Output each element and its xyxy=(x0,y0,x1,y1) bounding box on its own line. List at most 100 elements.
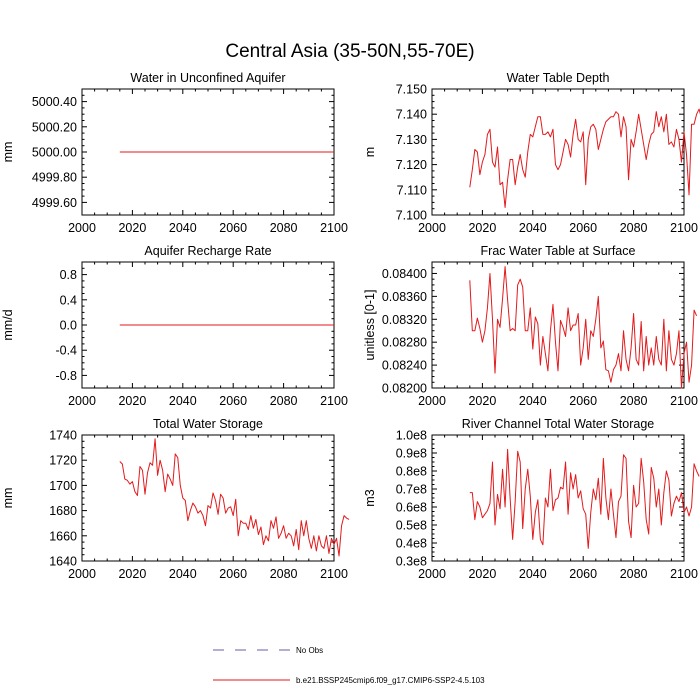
x-tick-label: 2080 xyxy=(270,394,298,408)
series-line xyxy=(469,266,698,389)
x-tick-label: 2080 xyxy=(270,221,298,235)
x-tick-label: 2000 xyxy=(68,567,96,581)
y-tick-label: 5000.00 xyxy=(32,146,77,160)
panel-title: River Channel Total Water Storage xyxy=(462,417,655,431)
x-tick-label: 2020 xyxy=(468,221,496,235)
x-tick-label: 2040 xyxy=(519,221,547,235)
y-tick-label: -0.8 xyxy=(55,369,77,383)
panel-3: Aquifer Recharge Rate mm/d 2000 2020 2040 206… xyxy=(1,244,348,408)
y-tick-label: 0.08240 xyxy=(382,359,427,373)
y-tick-label: 0.7e8 xyxy=(396,483,427,497)
y-tick-label: 1.0e8 xyxy=(396,429,427,443)
y-tick-label: 5000.40 xyxy=(32,95,77,109)
y-tick-label: 7.140 xyxy=(396,108,427,122)
y-tick-label: 1680 xyxy=(49,504,77,518)
panel-2: Water Table Depth m 2000 2020 2040 2060 2080 21… xyxy=(363,71,700,235)
y-tick-label: 7.110 xyxy=(397,183,427,197)
x-tick-label: 2100 xyxy=(670,394,698,408)
y-tick-label: 4999.60 xyxy=(32,196,77,210)
x-tick-label: 2060 xyxy=(219,567,247,581)
y-tick-label: 5000.20 xyxy=(32,120,77,134)
x-tick-label: 2080 xyxy=(620,394,648,408)
y-tick-label: 0.9e8 xyxy=(396,447,427,461)
x-tick-label: 2000 xyxy=(418,221,446,235)
y-tick-label: 7.100 xyxy=(396,209,427,223)
y-tick-label: 0.08280 xyxy=(382,336,427,350)
x-tick-label: 2000 xyxy=(68,221,96,235)
y-tick-label: 0.0 xyxy=(60,319,77,333)
x-tick-label: 2060 xyxy=(569,221,597,235)
figure-title: Central Asia (35-50N,55-70E) xyxy=(225,41,474,62)
y-tick-label: 1660 xyxy=(49,529,77,543)
x-tick-label: 2060 xyxy=(569,394,597,408)
y-axis-label: mm xyxy=(1,142,15,163)
panel-title: Aquifer Recharge Rate xyxy=(144,244,271,258)
y-tick-label: 0.08200 xyxy=(382,382,427,396)
x-tick-label: 2100 xyxy=(320,221,348,235)
y-tick-label: 7.150 xyxy=(396,83,427,97)
x-tick-label: 2100 xyxy=(670,567,698,581)
y-tick-label: 0.4e8 xyxy=(396,537,427,551)
x-tick-label: 2020 xyxy=(468,567,496,581)
y-tick-label: 4999.80 xyxy=(32,171,77,185)
x-tick-label: 2040 xyxy=(169,567,197,581)
x-tick-label: 2020 xyxy=(118,567,146,581)
x-tick-label: 2080 xyxy=(270,567,298,581)
y-tick-label: 7.120 xyxy=(396,158,427,172)
series-line xyxy=(469,448,700,549)
y-tick-label: 1640 xyxy=(49,555,77,569)
y-axis-label: m3 xyxy=(363,489,377,506)
y-tick-label: 0.6e8 xyxy=(396,501,427,515)
x-tick-label: 2060 xyxy=(219,394,247,408)
panels: Water in Unconfined Aquifer mm 2000 2020 204… xyxy=(1,71,700,581)
y-tick-label: 1700 xyxy=(49,479,77,493)
y-tick-label: 0.4 xyxy=(60,293,77,307)
x-tick-label: 2020 xyxy=(118,221,146,235)
x-tick-label: 2080 xyxy=(620,221,648,235)
panel-5: Total Water Storage mm 2000 2020 2040 2060 208… xyxy=(1,417,350,581)
x-tick-label: 2020 xyxy=(468,394,496,408)
plot-frame xyxy=(81,434,335,562)
y-tick-label: 0.3e8 xyxy=(396,555,427,569)
x-tick-label: 2080 xyxy=(620,567,648,581)
y-tick-label: 0.5e8 xyxy=(396,519,427,533)
panel-1: Water in Unconfined Aquifer mm 2000 2020 204… xyxy=(1,71,348,235)
x-tick-label: 2040 xyxy=(169,394,197,408)
x-tick-label: 2000 xyxy=(68,394,96,408)
y-axis-label: mm xyxy=(1,488,15,509)
panel-title: Frac Water Table at Surface xyxy=(481,244,636,258)
x-tick-label: 2100 xyxy=(670,221,698,235)
y-tick-label: 7.130 xyxy=(396,133,427,147)
y-tick-label: -0.4 xyxy=(55,344,77,358)
x-tick-label: 2100 xyxy=(320,394,348,408)
x-tick-label: 2040 xyxy=(519,394,547,408)
y-tick-label: 0.08400 xyxy=(382,267,427,281)
x-tick-label: 2100 xyxy=(320,567,348,581)
x-tick-label: 2000 xyxy=(418,567,446,581)
y-tick-label: 1720 xyxy=(49,454,77,468)
plot-frame xyxy=(431,88,685,216)
panel-title: Total Water Storage xyxy=(153,417,263,431)
x-tick-label: 2000 xyxy=(418,394,446,408)
x-tick-label: 2040 xyxy=(519,567,547,581)
y-axis-label: mm/d xyxy=(1,309,15,340)
x-tick-label: 2020 xyxy=(118,394,146,408)
y-tick-label: 0.8 xyxy=(60,268,77,282)
x-tick-label: 2040 xyxy=(169,221,197,235)
panel-6: River Channel Total Water Storage m3 2000 2… xyxy=(363,417,700,581)
legend-label-model: b.e21.BSSP245cmip6.f09_g17.CMIP6-SSP2-4.… xyxy=(296,676,485,685)
legend-label-no-obs: No Obs xyxy=(296,646,323,655)
y-axis-label: unitless [0-1] xyxy=(363,290,377,361)
x-tick-label: 2060 xyxy=(219,221,247,235)
panel-title: Water in Unconfined Aquifer xyxy=(130,71,285,85)
y-tick-label: 0.08320 xyxy=(382,313,427,327)
y-axis-label: m xyxy=(363,147,377,157)
y-tick-label: 0.8e8 xyxy=(396,465,427,479)
panel-title: Water Table Depth xyxy=(507,71,610,85)
series-line xyxy=(119,438,350,557)
x-tick-label: 2060 xyxy=(569,567,597,581)
series-line xyxy=(469,108,700,208)
panel-4: Frac Water Table at Surface unitless [0-1… xyxy=(363,244,698,408)
legend: No Obs b.e21.BSSP245cmip6.f09_g17.CMIP6-… xyxy=(213,646,485,685)
